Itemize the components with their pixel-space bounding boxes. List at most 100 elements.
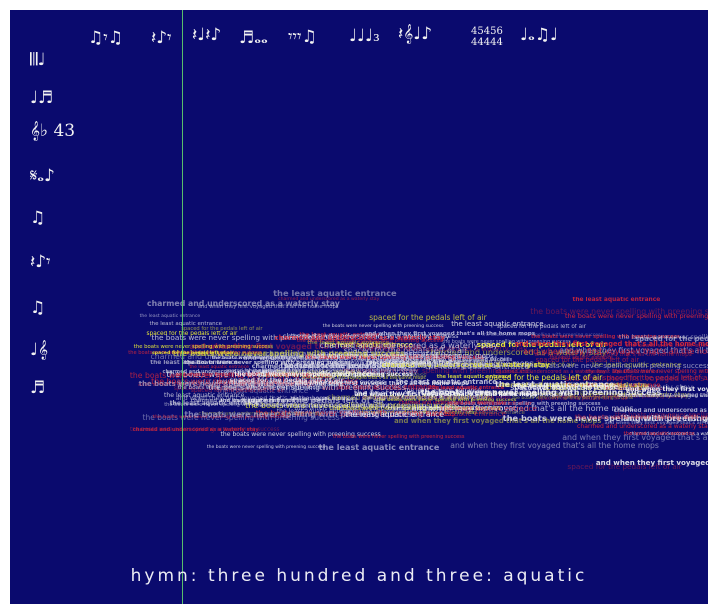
lyric-phrase: spaced for the pedals left of air xyxy=(190,387,285,395)
lyric-phrase: the boats were never spelling with preen… xyxy=(166,368,385,379)
lyric-phrase: charmed and underscored as a waterly sta… xyxy=(381,360,550,369)
lyric-phrase: and when they first voyaged that's all t… xyxy=(197,304,339,311)
lyric-phrase: the least aquatic entrance xyxy=(233,381,301,388)
lyric-phrase: the least aquatic entrance xyxy=(290,397,353,403)
left-note-6: 𝄽♪𝄾 xyxy=(30,252,51,272)
top-note-3: 𝄽♩𝄽♪ xyxy=(192,25,222,45)
lyric-text-cloud: the boats were never spelling with preen… xyxy=(10,10,708,604)
lyric-phrase: the least aquatic entrance xyxy=(273,288,397,299)
lyric-phrase: spaced for the pedals left of air xyxy=(403,357,504,366)
piece-title: hymn: three hundred and three: aquatic xyxy=(130,566,588,586)
lyric-phrase: the least aquatic entrance xyxy=(220,397,295,404)
lyric-phrase: charmed and underscored as a waterly sta… xyxy=(251,362,408,370)
lyric-phrase: spaced for the pedals left of air xyxy=(181,326,263,333)
top-note-4: ♬𝅝𝅝 xyxy=(239,28,268,48)
lyric-phrase: spaced for the pedals left of air xyxy=(391,354,510,363)
lyric-phrase: the least aquatic entrance xyxy=(395,378,497,386)
lyric-phrase: charmed and underscored as a waterly sta… xyxy=(190,397,324,404)
lyric-phrase: the boats were never spelling with preen… xyxy=(133,343,274,350)
lyric-phrase: charmed and underscored as a waterly sta… xyxy=(278,297,380,303)
lyric-phrase: the boats were never spelling with preen… xyxy=(258,371,427,380)
lyric-phrase: the least aquatic entrance xyxy=(440,404,537,414)
lyric-phrase: charmed and underscored as a waterly sta… xyxy=(498,382,649,390)
lyric-phrase: the least aquatic entrance xyxy=(189,365,249,370)
lyric-phrase: the least aquatic entrance xyxy=(335,341,395,347)
lyric-phrase: and when they first voyaged that's all t… xyxy=(514,339,709,348)
lyric-phrase: the least aquatic entrance xyxy=(592,361,682,370)
lyric-phrase: spaced for the pedals left of air xyxy=(496,324,587,331)
top-note-7: 𝄽𝄞♩♪ xyxy=(398,24,433,44)
lyric-phrase: charmed and underscored as a waterly sta… xyxy=(495,369,606,376)
lyric-phrase: charmed and underscored as a waterly sta… xyxy=(265,349,439,358)
lyric-phrase: the boats were never spelling with preen… xyxy=(565,312,708,321)
lyric-phrase: the least aquatic entrance xyxy=(150,359,239,366)
lyric-phrase: and when they first voyaged that's all t… xyxy=(523,346,708,357)
lyric-phrase: spaced for the pedals left of air xyxy=(600,414,698,422)
lyric-phrase: and when they first voyaged that's all t… xyxy=(394,417,602,426)
top-note-2: 𝄽♪𝄾 xyxy=(151,28,172,48)
lyric-phrase: and when they first voyaged that's all t… xyxy=(243,352,442,362)
score-canvas: ♫𝄾♫ 𝄽♪𝄾 𝄽♩𝄽♪ ♬𝅝𝅝 𝄾𝄾𝄾♫ ♩♩♩₃ 𝄽𝄞♩♪ 45456 44… xyxy=(10,10,708,604)
lyric-phrase: and when they first voyaged that's all t… xyxy=(321,386,482,393)
playhead-line xyxy=(182,10,183,604)
lyric-phrase: the boats were never spelling with preen… xyxy=(317,353,461,359)
lyric-phrase: the least aquatic entrance xyxy=(605,386,666,392)
lyric-phrase: spaced for the pedals left of air xyxy=(602,374,708,382)
lyric-phrase: the least aquatic entrance xyxy=(623,431,695,438)
lyric-phrase: spaced for the pedals left of air xyxy=(229,375,344,384)
lyric-phrase: the least aquatic entrance xyxy=(452,409,525,416)
lyric-phrase: and when they first voyaged that's all t… xyxy=(616,392,708,399)
lyric-phrase: charmed and underscored as a waterly sta… xyxy=(319,339,498,350)
lyric-phrase: the boats were never spelling with preen… xyxy=(330,403,501,412)
lyric-phrase: the least aquatic entrance xyxy=(262,368,372,379)
lyric-phrase: charmed and underscored as a waterly sta… xyxy=(132,427,259,433)
lyric-phrase: the least aquatic entrance xyxy=(565,380,661,389)
lyric-phrase: charmed and underscored as a waterly sta… xyxy=(360,343,528,353)
lyric-phrase: the boats were never spelling with preen… xyxy=(151,376,359,386)
lyric-phrase: and when they first voyaged that's all t… xyxy=(354,390,538,398)
lyric-phrase: the boats were never spelling with preen… xyxy=(376,398,517,404)
lyric-phrase: the boats were never spelling with preen… xyxy=(305,354,484,362)
lyric-phrase: the least aquatic entrance xyxy=(549,356,613,362)
left-note-1: 𝄃𝄂♩ xyxy=(30,50,46,70)
lyric-phrase: spaced for the pedals left of air xyxy=(343,345,468,355)
top-note-8: 45456 44444 xyxy=(471,26,503,48)
lyric-phrase: charmed and underscored as a waterly sta… xyxy=(362,395,488,402)
lyric-phrase: the least aquatic entrance xyxy=(169,400,260,408)
lyric-phrase: spaced for the pedals left of air xyxy=(152,351,234,357)
lyric-phrase: the boats were never spelling with preen… xyxy=(211,356,352,362)
lyric-phrase: and when they first voyaged that's all t… xyxy=(564,374,708,383)
lyric-phrase: the boats were never spelling with preen… xyxy=(138,379,344,388)
left-note-4: 𝄋𝅝♪ xyxy=(30,166,55,186)
lyric-phrase: charmed and underscored as a waterly sta… xyxy=(244,366,418,376)
lyric-phrase: and when they first voyaged that's all t… xyxy=(294,404,474,413)
lyric-phrase: the least aquatic entrance xyxy=(514,383,619,392)
lyric-phrase: spaced for the pedals left of air xyxy=(543,383,648,392)
lyric-phrase: the boats were never spelling with preen… xyxy=(130,426,280,433)
lyric-phrase: and when they first voyaged that's all t… xyxy=(604,420,709,426)
lyric-phrase: the boats were never spelling with preen… xyxy=(164,402,299,409)
left-note-3: 𝄞♭ 43 xyxy=(30,121,76,141)
lyric-phrase: charmed and underscored as a waterly sta… xyxy=(530,390,690,400)
lyric-phrase: spaced for the pedals left of air xyxy=(173,384,271,392)
lyric-phrase: the boats were never spelling with preen… xyxy=(360,356,513,363)
lyric-phrase: spaced for the pedals left of air xyxy=(146,331,238,338)
lyric-phrase: charmed and underscored as a waterly sta… xyxy=(150,352,323,362)
lyric-phrase: and when they first voyaged that's all t… xyxy=(361,394,511,401)
lyric-phrase: the boats were never spelling with preen… xyxy=(245,400,458,411)
lyric-phrase: spaced for the pedals left of air xyxy=(369,313,487,322)
lyric-phrase: the least aquatic entrance xyxy=(436,373,512,380)
top-note-9: ♩𝅝♫♩ xyxy=(520,25,559,45)
lyric-phrase: the boats were never spelling with preen… xyxy=(276,401,456,410)
lyric-phrase: the boats were never spelling with preen… xyxy=(502,412,708,423)
lyric-phrase: the boats were never spelling with preen… xyxy=(260,357,397,364)
lyric-phrase: charmed and underscored as a waterly sta… xyxy=(629,431,708,437)
lyric-phrase: the boats were never spelling with preen… xyxy=(512,396,634,402)
lyric-phrase: the boats were never spelling with preen… xyxy=(622,393,708,399)
lyric-phrase: and when they first voyaged that's all t… xyxy=(137,380,315,389)
lyric-phrase: and when they first voyaged that's all t… xyxy=(175,394,350,403)
lyric-phrase: spaced for the pedals left of air xyxy=(567,462,682,472)
lyric-phrase: the least aquatic entrance xyxy=(586,368,659,375)
lyric-phrase: spaced for the pedals left of air xyxy=(484,372,603,382)
lyric-phrase: the boats were never spelling with preen… xyxy=(216,377,385,386)
